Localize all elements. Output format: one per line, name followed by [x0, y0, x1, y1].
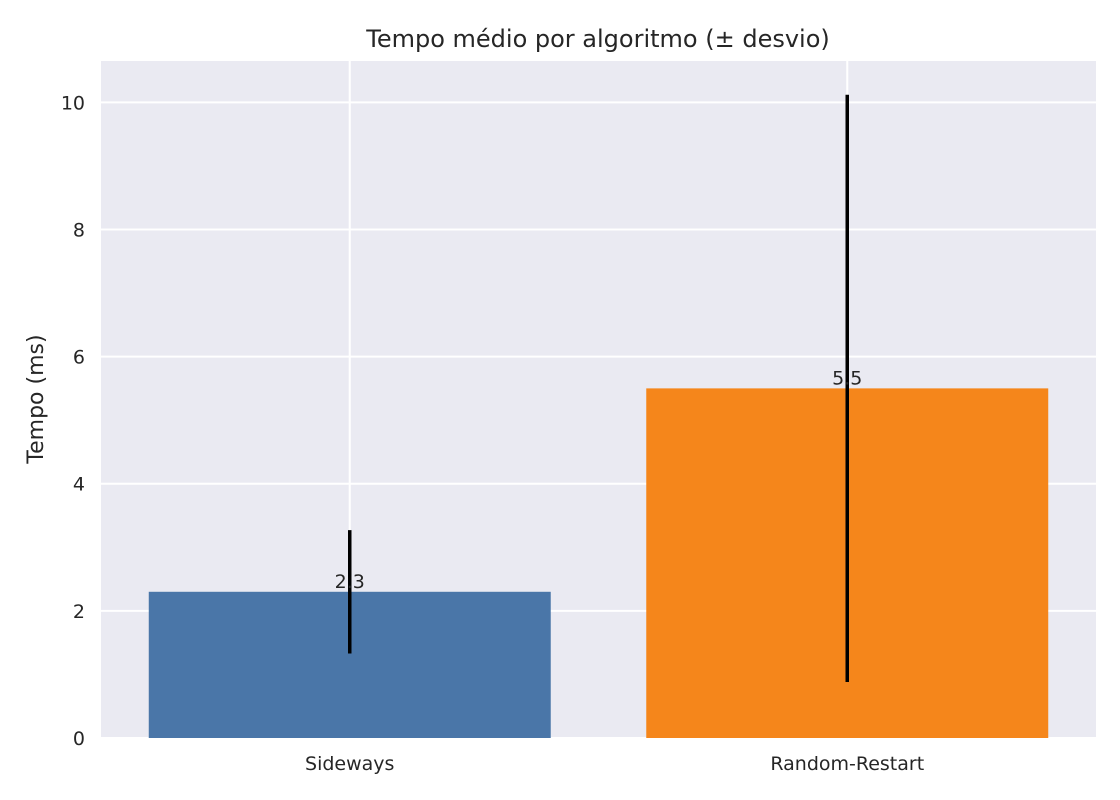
error-bars — [348, 94, 849, 683]
value-label: 2.3 — [335, 571, 365, 593]
x-tick-label: Sideways — [305, 753, 394, 775]
y-axis-label: Tempo (ms) — [24, 334, 49, 464]
y-tick-label: 8 — [73, 219, 85, 241]
y-tick-labels: 0 2 4 6 8 10 — [61, 92, 85, 750]
y-tick-label: 2 — [73, 601, 85, 623]
y-tick-label: 6 — [73, 347, 85, 369]
y-tick-label: 0 — [73, 728, 85, 750]
y-tick-label: 10 — [61, 92, 85, 114]
chart-title: Tempo médio por algoritmo (± desvio) — [365, 25, 830, 53]
x-tick-labels: Sideways Random-Restart — [305, 753, 924, 775]
data-labels: 2.3 5.5 — [335, 367, 863, 592]
value-label: 5.5 — [832, 367, 862, 389]
x-tick-label: Random-Restart — [770, 753, 924, 775]
y-tick-label: 4 — [73, 474, 85, 496]
